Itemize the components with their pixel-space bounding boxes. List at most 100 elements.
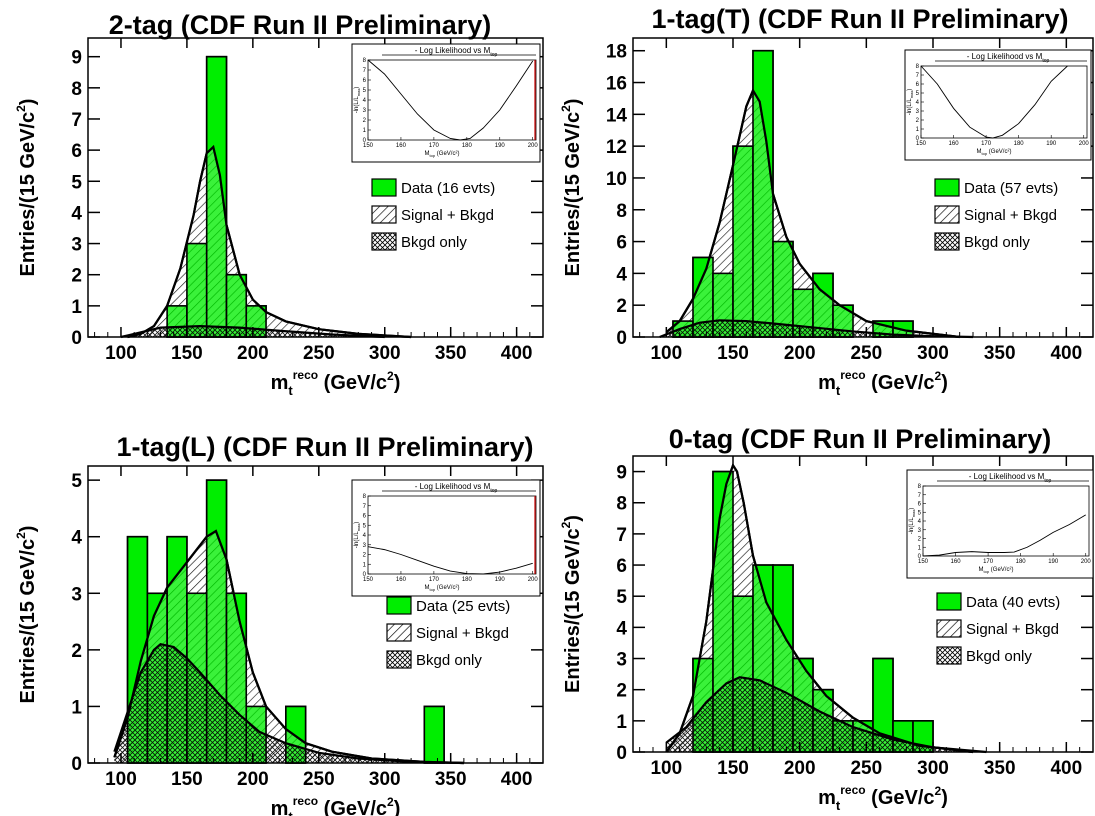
inset-y-label: -ln(L/Lmax) [909,508,916,535]
inset-y-label: -ln(L/Lmax) [354,87,361,114]
x-tick-label: 350 [435,769,467,790]
y-tick-label-part: 6 [616,233,627,254]
inset-y-label-part: max [911,510,916,518]
inset-y-tick-label: 4 [916,100,920,106]
y-tick-label: 0 [71,328,82,349]
y-tick-label: 8 [616,494,627,515]
inset-title-part: - Log Likelihood vs M [969,472,1045,481]
inset-title-part: - Log Likelihood vs M [967,52,1043,61]
x-axis-label-part: t [836,383,841,398]
inset-y-tick-label-part: 4 [916,100,920,106]
x-axis-label-part: m [271,372,289,394]
y-tick-label: 7 [616,525,627,546]
inset-x-tick-label-part: 180 [462,143,473,149]
inset-x-tick-label-part: 180 [1014,141,1025,147]
x-tick-label: 250 [303,769,335,790]
inset-x-label-part: M [977,149,982,155]
x-tick-label: 250 [850,343,882,364]
x-axis-label: mtreco (GeV/c2) [271,794,401,816]
legend-bkgd-swatch [936,646,962,665]
x-tick-label-part: 400 [1050,758,1082,779]
x-tick-label-part: 250 [303,343,335,364]
inset-x-tick-label-part: 200 [528,577,539,583]
x-tick-label-part: 150 [171,769,203,790]
inset-y-label-part: max [909,91,914,99]
inset-y-tick-label-part: 1 [363,128,367,134]
y-tick-label: 4 [616,264,627,285]
legend-bkgd-swatch [934,232,960,251]
x-tick-label-part: 400 [501,343,533,364]
y-tick-label: 1 [616,712,627,733]
signal-bkgd-line-top [113,529,464,765]
legend-signal-swatch [386,623,412,642]
y-tick-label-part: 1 [71,297,82,318]
y-axis-label-part: Entries/(15 GeV/c [562,112,584,277]
inset-x-tick-label: 180 [1014,141,1025,147]
inset-y-tick-label-part: 3 [918,528,922,534]
inset-y-label-part: -ln(L/L [907,98,913,116]
inset-y-tick-label: 4 [363,533,367,539]
plot-frame [632,455,1094,753]
x-axis-label-part: (GeV/c [866,787,935,809]
y-tick-label: 5 [616,587,627,608]
inset-y-label-part: ) [354,87,360,89]
bkgd-curve-line [113,643,464,765]
inset-y-tick-label: 3 [916,109,920,115]
inset-x-tick-label-part: 190 [1046,141,1057,147]
inset-y-tick-label-part: 2 [363,118,367,124]
inset-x-tick-label: 170 [429,143,440,149]
legend: Data (57 evts) Signal + Bkgd Bkgd only [934,178,1058,251]
inset-x-tick-label: 170 [981,141,992,147]
legend-label: Data (57 evts) [964,180,1058,197]
inset-y-tick-label: 8 [918,484,922,490]
y-tick-label: 4 [71,203,82,224]
x-tick-label-part: 300 [369,343,401,364]
y-tick-label-part: 4 [71,528,82,549]
inset-y-tick-label: 1 [363,562,367,568]
x-axis-label-part: m [818,372,836,394]
x-tick-label-part: 300 [917,343,949,364]
y-tick-label: 1 [71,697,82,718]
legend-label: Data (16 evts) [401,180,495,197]
x-axis-label-part: m [818,787,836,809]
inset-y-tick-label-part: 6 [363,514,367,520]
y-tick-label-part: 0 [616,743,627,764]
inset-x-tick-label: 150 [363,577,374,583]
y-tick-label-part: 2 [616,296,627,317]
x-tick-label: 200 [784,343,816,364]
signal-bkgd-line-top [127,144,412,339]
x-axis-label: mtreco (GeV/c2) [818,783,948,813]
inset-y-tick-label-part: 0 [918,554,922,560]
legend-label-part: Signal + Bkgd [966,621,1059,638]
y-tick-label: 5 [71,471,82,492]
inset-x-tick-label-part: 170 [981,141,992,147]
inset-x-tick-label-part: 150 [363,143,374,149]
x-tick-label-part: 250 [303,769,335,790]
y-tick-label: 8 [71,79,82,100]
x-tick-label-part: 100 [650,758,682,779]
x-axis-label: mtreco (GeV/c2) [818,368,948,398]
inset-y-tick-label-part: 2 [918,537,922,543]
y-tick-label-part: 8 [616,494,627,515]
y-tick-label: 3 [616,650,627,671]
inset-likelihood-curve [367,546,533,575]
y-tick-label-part: 12 [606,137,627,158]
bkgd-curve-line [665,676,987,754]
panel-title: 2-tag (CDF Run II Preliminary) [109,10,492,40]
x-tick-label: 300 [369,769,401,790]
inset-x-tick-label-part: 190 [495,577,506,583]
legend-data-swatch [936,592,962,611]
x-tick-label: 300 [369,343,401,364]
inset-x-tick-label: 200 [528,577,539,583]
x-axis-label-part: reco [840,783,865,797]
y-tick-label: 5 [71,172,82,193]
y-tick-label-part: 0 [71,328,82,349]
inset-y-tick-label-part: 2 [916,118,920,124]
x-tick-label: 100 [105,343,137,364]
x-tick-label: 150 [171,343,203,364]
y-axis-label-part: Entries/(15 GeV/c [17,539,39,704]
signal-bkgd-line-top [665,462,974,754]
inset-y-tick-label: 1 [363,128,367,134]
y-tick-label: 18 [606,42,627,63]
x-axis-label-part: (GeV/c [318,798,387,816]
